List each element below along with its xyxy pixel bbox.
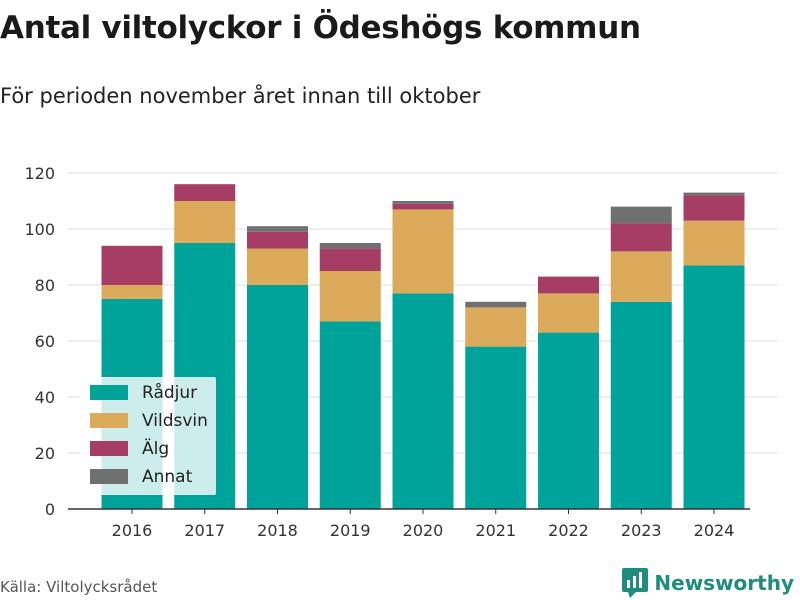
x-tick-label: 2021	[475, 521, 516, 540]
legend-swatch	[90, 441, 128, 456]
bar-2023-Rådjur	[610, 301, 672, 509]
bar-2018-Älg	[247, 231, 308, 249]
bars	[101, 184, 745, 509]
bar-2017-Vildsvin	[174, 201, 236, 243]
bar-2023-Älg	[610, 223, 672, 252]
bar-2022-Rådjur	[538, 332, 599, 509]
legend-box	[80, 377, 216, 495]
x-tick-label: 2020	[403, 521, 444, 540]
bar-2016-Älg	[101, 245, 163, 285]
x-tick-label: 2017	[184, 521, 225, 540]
y-tick-label: 100	[24, 220, 55, 239]
newsworthy-logo-icon	[622, 568, 649, 598]
bar-2019-Rådjur	[319, 321, 381, 509]
legend-swatch	[90, 413, 128, 428]
bar-2022-Älg	[538, 276, 599, 294]
y-tick-label: 40	[35, 388, 55, 407]
bar-2019-Älg	[319, 248, 381, 271]
bar-2024-Älg	[683, 195, 745, 221]
bar-2018-Rådjur	[247, 285, 308, 509]
bar-2021-Vildsvin	[465, 307, 527, 347]
bar-2018-Annat	[247, 226, 308, 232]
x-tick-label: 2022	[548, 521, 589, 540]
brand-name: Newsworthy	[654, 571, 794, 595]
y-tick-label: 120	[24, 164, 55, 183]
legend-label: Älg	[142, 438, 169, 459]
bar-2021-Annat	[465, 301, 527, 308]
bar-2023-Vildsvin	[610, 251, 672, 302]
bar-2020-Vildsvin	[392, 209, 454, 294]
bar-2021-Rådjur	[465, 346, 527, 509]
x-tick-label: 2024	[694, 521, 735, 540]
bar-2019-Vildsvin	[319, 271, 381, 322]
y-tick-label: 0	[45, 500, 55, 519]
bar-2018-Vildsvin	[247, 248, 308, 285]
bar-2022-Vildsvin	[538, 293, 599, 333]
x-tick-label: 2023	[621, 521, 662, 540]
x-tick-label: 2016	[112, 521, 153, 540]
y-tick-label: 20	[35, 444, 55, 463]
bar-2024-Annat	[683, 192, 745, 196]
y-tick-label: 80	[35, 276, 55, 295]
legend: Rådjur Vildsvin Älg Annat	[80, 377, 216, 495]
x-tick-label: 2018	[257, 521, 298, 540]
x-tick-label: 2019	[330, 521, 371, 540]
y-axis: 0 20 40 60 80 100 120	[24, 164, 55, 519]
bar-2019-Annat	[319, 243, 381, 249]
legend-swatch	[90, 385, 128, 400]
chart-title: Antal viltolyckor i Ödeshögs kommun	[0, 10, 641, 46]
bar-2020-Annat	[392, 201, 454, 204]
x-axis: 2016 2017 2018 2019 2020 2021 2022 2023 2024	[112, 509, 735, 540]
chart-subtitle: För perioden november året innan till ok…	[0, 84, 481, 108]
bar-2024-Vildsvin	[683, 220, 745, 266]
legend-label: Annat	[142, 467, 193, 487]
bar-2020-Rådjur	[392, 293, 454, 509]
brand-logo: Newsworthy	[622, 568, 794, 598]
y-tick-label: 60	[35, 332, 55, 351]
legend-swatch	[90, 469, 128, 484]
legend-label: Vildsvin	[142, 411, 208, 431]
bar-2016-Vildsvin	[101, 285, 163, 299]
bar-2023-Annat	[610, 206, 672, 224]
bar-2024-Rådjur	[683, 265, 745, 509]
bar-2017-Älg	[174, 184, 236, 201]
source-note: Källa: Viltolycksrådet	[0, 578, 158, 596]
legend-label: Rådjur	[142, 382, 197, 403]
stacked-bar-chart: 0 20 40 60 80 100 120 2016 2017 2018 2019 2020 2021…	[24, 164, 778, 540]
bar-2020-Älg	[392, 203, 454, 210]
